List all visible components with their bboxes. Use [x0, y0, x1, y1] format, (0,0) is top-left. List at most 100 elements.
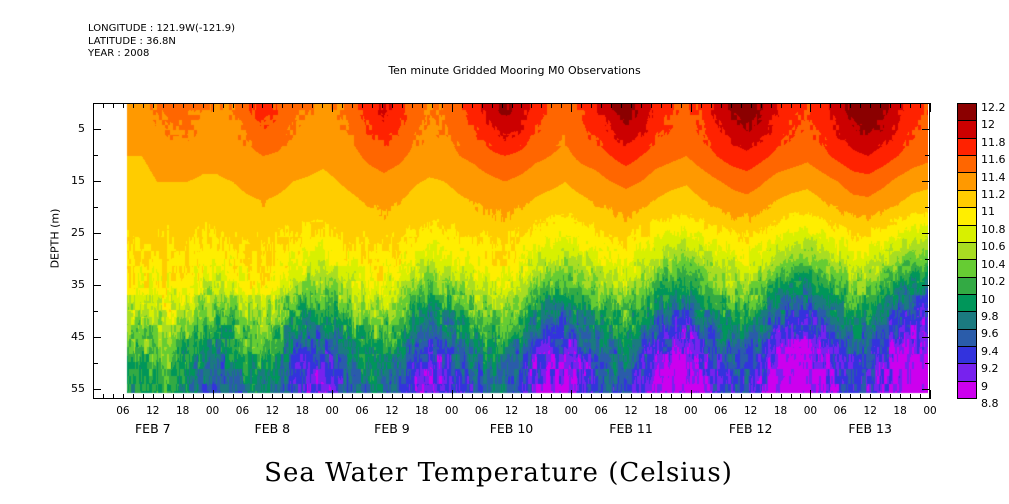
plot-title-text: Ten minute Gridded Mooring M0 Observatio… [388, 64, 641, 77]
colorbar-swatch [958, 190, 976, 209]
x-tick-top [581, 103, 582, 108]
x-tick-top [561, 103, 562, 108]
x-axis-hour-label: 00 [445, 405, 459, 417]
x-tick-top [312, 103, 313, 108]
colorbar-tick-label: 12 [981, 118, 995, 132]
longitude-text: LONGITUDE : 121.9W(-121.9) [88, 23, 235, 34]
x-tick-top [691, 103, 692, 112]
x-axis-hour-label: 00 [325, 405, 339, 417]
x-tick-top [661, 103, 662, 108]
x-tick-bottom [531, 394, 532, 399]
x-tick-bottom [233, 394, 234, 399]
x-tick-bottom [890, 394, 891, 399]
x-tick-bottom [900, 394, 901, 399]
latitude-text: LATITUDE : 36.8N [88, 35, 176, 47]
y-tick-left [93, 389, 101, 390]
x-tick-top [731, 103, 732, 108]
x-axis-hour-label: 18 [654, 405, 668, 417]
x-tick-top [920, 103, 921, 108]
x-tick-top [223, 103, 224, 108]
x-tick-bottom [352, 394, 353, 399]
x-tick-bottom [920, 394, 921, 399]
x-axis-hour-label: 06 [833, 405, 847, 417]
y-tick-right [922, 233, 930, 234]
x-tick-top [541, 103, 542, 108]
x-tick-top [292, 103, 293, 108]
x-tick-bottom [272, 394, 273, 399]
x-tick-bottom [651, 394, 652, 399]
x-tick-top [751, 103, 752, 108]
temperature-contour-canvas [94, 104, 928, 397]
colorbar-tick-label: 9 [981, 379, 988, 393]
x-tick-bottom [661, 394, 662, 399]
x-tick-top [482, 103, 483, 108]
x-axis-hour-label: 18 [295, 405, 309, 417]
x-tick-top [800, 103, 801, 108]
x-tick-top [93, 103, 94, 112]
x-axis-day-label: FEB 9 [374, 421, 410, 436]
x-tick-bottom [322, 394, 323, 399]
x-axis-hour-label: 18 [534, 405, 549, 417]
x-tick-top [213, 103, 214, 112]
colorbar-swatch [958, 104, 976, 122]
x-tick-bottom [880, 394, 881, 399]
x-tick-top [422, 103, 423, 108]
x-tick-bottom [213, 390, 214, 399]
y-tick-right [922, 129, 930, 130]
x-tick-bottom [541, 394, 542, 399]
x-tick-top [711, 103, 712, 108]
x-axis-hour-label: 00 [564, 405, 578, 417]
y-axis-label: 55 [71, 381, 85, 395]
x-tick-top [402, 103, 403, 108]
x-tick-bottom [502, 394, 503, 399]
x-tick-bottom [143, 394, 144, 399]
x-tick-bottom [223, 394, 224, 399]
y-tick-right [922, 337, 930, 338]
x-tick-bottom [362, 394, 363, 399]
x-axis-hour-label: 00 [684, 405, 698, 417]
x-tick-bottom [462, 394, 463, 399]
y-tick-left [93, 337, 101, 338]
x-tick-bottom [671, 394, 672, 399]
colorbar-tick-label: 11.2 [981, 188, 1006, 202]
x-tick-bottom [412, 394, 413, 399]
colorbar-tick-label: 11.4 [981, 170, 1006, 184]
x-tick-top [472, 103, 473, 108]
x-axis-hour-label: 18 [893, 405, 907, 417]
x-axis-day-label: FEB 10 [489, 421, 534, 436]
x-tick-top [372, 103, 373, 108]
x-tick-bottom [601, 394, 602, 399]
x-tick-bottom [392, 394, 393, 399]
x-tick-bottom [571, 390, 572, 399]
colorbar-swatch [958, 121, 976, 139]
x-tick-top [153, 103, 154, 108]
x-axis-hour-label: 06 [355, 405, 369, 417]
x-tick-top [681, 103, 682, 108]
x-tick-bottom [372, 394, 373, 399]
x-tick-bottom [691, 390, 692, 399]
x-tick-top [502, 103, 503, 108]
x-tick-top [322, 103, 323, 108]
y-axis-label: 15 [71, 173, 85, 187]
x-tick-top [332, 103, 333, 112]
colorbar-swatch [958, 225, 976, 243]
y-axis-label: 25 [71, 225, 85, 239]
x-tick-top [830, 103, 831, 108]
x-tick-top [810, 103, 811, 112]
x-tick-top [462, 103, 463, 108]
x-tick-bottom [771, 394, 772, 399]
x-tick-bottom [342, 394, 343, 399]
x-axis-hour-label: 18 [773, 405, 788, 417]
x-tick-top [571, 103, 572, 112]
colorbar-tick-label: 11.8 [981, 135, 1006, 149]
x-tick-bottom [153, 394, 154, 399]
x-axis-day-label: FEB 13 [848, 421, 892, 436]
x-tick-top [761, 103, 762, 108]
colorbar-tick-label: 10 [981, 292, 995, 306]
x-tick-top [771, 103, 772, 108]
colorbar-tick-label: 11.6 [981, 153, 1006, 167]
x-tick-bottom [93, 390, 94, 399]
x-tick-bottom [242, 394, 243, 399]
x-tick-bottom [183, 394, 184, 399]
x-tick-top [651, 103, 652, 108]
